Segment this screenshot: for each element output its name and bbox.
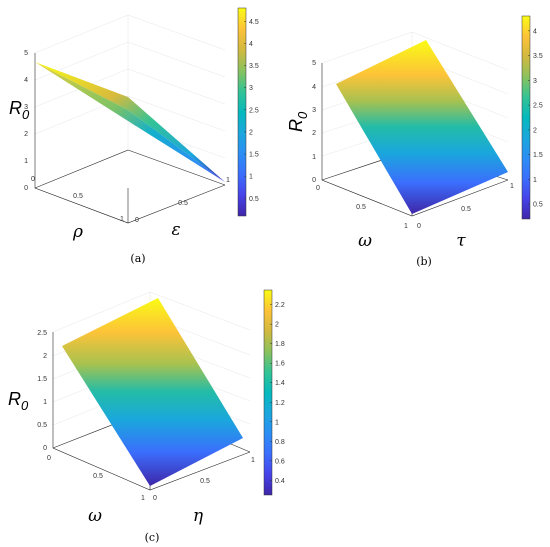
colorbar-tick: 4: [249, 41, 253, 48]
colorbar-tick: 3.5: [249, 63, 259, 70]
colorbar-tick: 1: [275, 419, 279, 426]
surface-b: [336, 40, 508, 214]
z-tick: 0.5: [37, 422, 47, 429]
z-axis-label: R0: [9, 98, 30, 122]
z-tick: 0: [43, 445, 47, 452]
y-tick: 0: [153, 495, 157, 502]
y-axis-label: τ: [456, 231, 466, 251]
x-tick: 0.5: [93, 473, 103, 480]
panel-b: 0 1 2 3 4 5 0 0.5 1 0 0.5 1 R0 ω τ 0.5 1 1…: [286, 15, 543, 268]
colorbar-tick: 0.5: [249, 196, 259, 203]
z-tick: 5: [312, 60, 316, 67]
z-tick: 4: [312, 84, 316, 91]
colorbar-tick: 2: [249, 129, 253, 136]
colorbar-tick: 1.6: [275, 361, 285, 368]
colorbar-tick: 2.5: [249, 107, 259, 114]
panel-b-xticks: 0 0.5 1: [316, 185, 408, 230]
z-tick: 2.5: [37, 330, 47, 337]
panel-c-yticks: 0 0.5 1: [153, 457, 255, 502]
colorbar-tick: 2: [533, 127, 537, 134]
panel-b-zticks: 0 1 2 3 4 5: [312, 60, 316, 184]
surface-a-face-bottom: [35, 62, 225, 182]
colorbar-a: 0.5 1 1.5 2 2.5 3 3.5 4 4.5: [237, 7, 259, 217]
colorbar-tick: 1: [249, 174, 253, 181]
z-axis-label: R0: [8, 389, 29, 413]
panel-a-yticks: 0 0.5 1: [135, 177, 230, 224]
x-tick: 0: [47, 455, 51, 462]
colorbar-tick: 1.4: [275, 380, 285, 387]
panel-a-box: [34, 53, 226, 224]
y-tick: 0.5: [200, 478, 210, 485]
panel-a: 0 1 2 3 4 5 0 0.5 1 0 0.5 1 R0 ρ ε 0.5 1 1…: [9, 7, 259, 265]
y-tick: 1: [226, 177, 230, 184]
x-axis-label: ρ: [72, 222, 83, 242]
colorbar-tick: 2: [275, 322, 279, 329]
colorbar-tick: 1.8: [275, 341, 285, 348]
colorbar-tick: 2.2: [275, 302, 285, 309]
panel-a-xticks: 0 0.5 1: [31, 176, 124, 223]
panel-a-grid: [34, 14, 226, 159]
z-tick: 1.5: [37, 376, 47, 383]
y-tick: 1: [251, 457, 255, 464]
y-tick: 0: [135, 217, 139, 224]
x-tick: 0.5: [73, 193, 83, 200]
colorbar-tick: 3: [249, 85, 253, 92]
colorbar-tick: 0.6: [275, 458, 285, 465]
colorbar-tick: 4: [533, 28, 537, 35]
z-tick: 2: [43, 353, 47, 360]
colorbar-b: 0.5 1 1.5 2 2.5 3 3.5 4: [521, 15, 543, 220]
z-tick: 3: [24, 104, 28, 111]
x-axis-label: ω: [358, 231, 372, 251]
colorbar-tick: 1.2: [275, 400, 285, 407]
z-tick: 1: [43, 399, 47, 406]
z-tick: 1: [24, 158, 28, 165]
x-tick: 0.5: [356, 204, 366, 211]
z-tick: 2: [24, 131, 28, 138]
colorbar-tick: 0.4: [275, 478, 285, 485]
z-axis-label: R0: [286, 111, 310, 132]
colorbar-tick: 0.5: [533, 202, 543, 209]
panel-c: 0 0.5 1 1.5 2 2.5 0 0.5 1 0 0.5 1 R0 ω η…: [8, 289, 285, 544]
colorbar-tick: 0.8: [275, 439, 285, 446]
z-tick: 2: [312, 130, 316, 137]
z-tick: 5: [24, 50, 28, 57]
colorbar-c: 0.4 0.6 0.8 1 1.2 1.4 1.6 1.8 2 2.2: [263, 289, 285, 496]
panel-label: (c): [145, 531, 160, 544]
colorbar-tick: 1.5: [249, 152, 259, 159]
colorbar-tick: 1: [533, 177, 537, 184]
colorbar-tick: 3.5: [533, 53, 543, 60]
y-tick: 0: [417, 223, 421, 230]
y-tick: 1: [510, 183, 514, 190]
colorbar-tick: 2.5: [533, 103, 543, 110]
colorbar-tick: 3: [533, 78, 537, 85]
panel-a-surface: [35, 62, 225, 182]
z-tick: 0: [312, 177, 316, 184]
y-axis-label: η: [193, 506, 204, 526]
x-tick: 1: [120, 216, 124, 223]
x-tick: 1: [141, 495, 145, 502]
panel-label: (b): [416, 255, 432, 268]
surface-c: [62, 298, 243, 486]
panel-b-yticks: 0 0.5 1: [417, 183, 514, 230]
panel-a-zticks: 0 1 2 3 4 5: [24, 50, 28, 192]
z-tick: 3: [312, 107, 316, 114]
colorbar-tick: 4.5: [249, 19, 259, 26]
y-tick: 0.5: [178, 200, 188, 207]
panel-label: (a): [130, 252, 145, 265]
x-tick: 1: [404, 223, 408, 230]
x-tick: 0: [316, 185, 320, 192]
panel-c-xticks: 0 0.5 1: [47, 455, 145, 502]
z-tick: 4: [24, 77, 28, 84]
x-axis-label: ω: [88, 506, 102, 526]
y-axis-label: ε: [171, 220, 180, 240]
y-tick: 0.5: [461, 206, 471, 213]
z-tick: 0: [24, 185, 28, 192]
z-tick: 1: [312, 154, 316, 161]
x-tick: 0: [31, 176, 35, 183]
panel-c-zticks: 0 0.5 1 1.5 2 2.5: [37, 330, 47, 452]
colorbar-tick: 1.5: [533, 152, 543, 159]
